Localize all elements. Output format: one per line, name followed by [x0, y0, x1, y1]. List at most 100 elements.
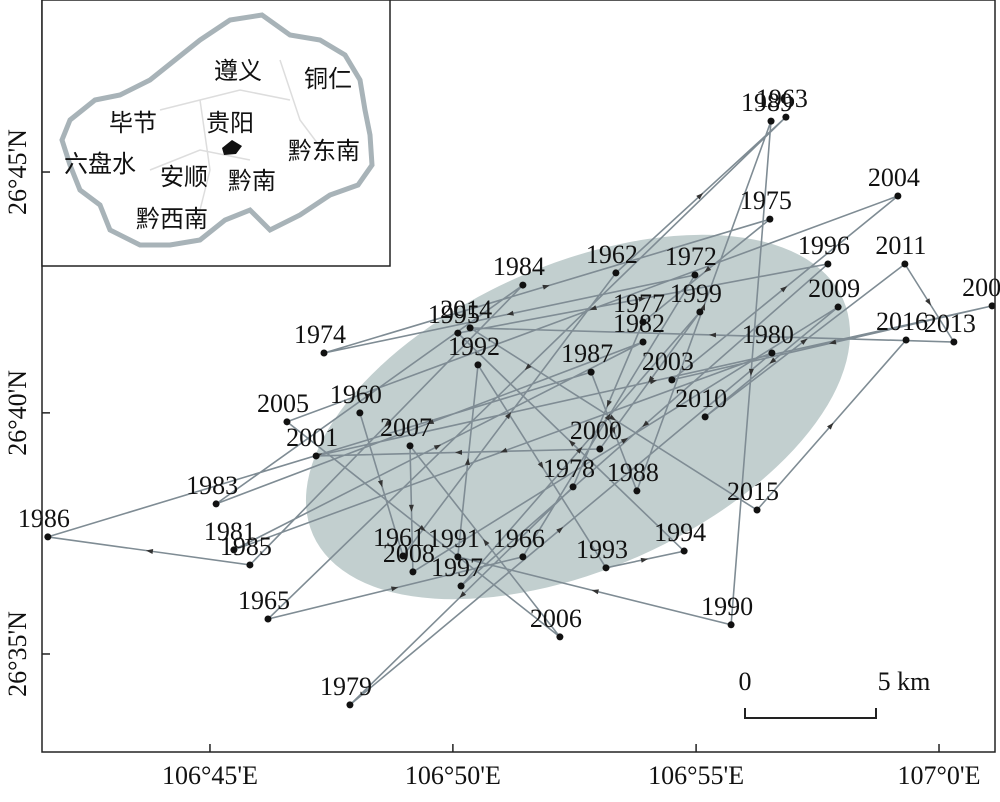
center-point: [519, 553, 527, 561]
year-label: 1978: [543, 454, 595, 483]
year-label: 1999: [670, 279, 722, 308]
inset-label: 毕节: [109, 109, 157, 137]
x-tick-label: 106°50'E: [405, 761, 501, 790]
center-point: [587, 368, 595, 376]
plot: 1960 1961 1962 1963 1965 1966 1972 1974 1975 1977…: [18, 84, 1000, 709]
inset-label: 黔南: [228, 167, 276, 195]
direction-arrow: [696, 192, 704, 200]
direction-arrow: [454, 449, 463, 455]
year-label: 1981: [204, 517, 256, 546]
inset-label: 铜仁: [304, 65, 352, 93]
center-point: [519, 281, 527, 289]
x-tick-label: 106°45'E: [162, 761, 258, 790]
inset-label: 贵阳: [206, 109, 254, 137]
center-point: [727, 621, 735, 629]
direction-arrow: [433, 444, 442, 451]
province-outline: [59, 12, 375, 248]
direction-arrow: [506, 310, 514, 316]
direction-arrow: [459, 591, 467, 598]
year-label: 1963: [756, 84, 808, 113]
deviational-ellipse: [305, 234, 851, 600]
center-point: [834, 303, 842, 311]
direction-arrow: [780, 286, 788, 293]
direction-arrow: [364, 392, 372, 399]
center-point: [782, 113, 790, 121]
inset-map: 遵义 铜仁 毕节 贵阳 黔东南 六盘水 安顺 黔南 黔西南: [41, 0, 391, 267]
center-point: [264, 615, 272, 623]
direction-arrow: [800, 338, 808, 345]
direction-arrow: [708, 332, 717, 338]
year-label: 2013: [924, 309, 976, 338]
center-point: [639, 338, 647, 346]
direction-arrow: [748, 368, 754, 376]
direction-arrow: [377, 479, 383, 488]
center-point: [356, 409, 364, 417]
center-point: [902, 336, 910, 344]
year-label: 2016: [876, 307, 928, 336]
direction-arrow: [483, 539, 490, 547]
direction-arrow: [418, 524, 426, 532]
center-point: [767, 117, 775, 125]
direction-arrow: [704, 266, 712, 273]
center-point: [753, 506, 761, 514]
center-point: [44, 533, 52, 541]
direction-arrow: [827, 422, 834, 430]
inset-label: 遵义: [214, 57, 262, 85]
year-label: 2010: [675, 384, 727, 413]
year-label: 2000: [570, 416, 622, 445]
direction-arrow: [638, 296, 646, 302]
y-tick-label: 26°40'N: [3, 370, 32, 456]
direction-arrow: [620, 437, 629, 444]
center-point: [406, 442, 414, 450]
year-label: 2004: [868, 163, 920, 192]
year-label: 2007: [380, 413, 432, 442]
center-point: [320, 349, 328, 357]
year-label: 1993: [576, 535, 628, 564]
center-point: [639, 318, 647, 326]
direction-arrow: [700, 303, 705, 311]
scale-label: 5 km: [878, 667, 931, 696]
direction-arrow: [408, 504, 414, 512]
year-label: 1960: [330, 380, 382, 409]
direction-arrow: [556, 527, 564, 534]
center-point: [701, 413, 709, 421]
year-label: 1983: [186, 471, 238, 500]
year-label: 1990: [701, 592, 753, 621]
direction-arrow: [524, 363, 532, 371]
center-point: [894, 192, 902, 200]
frame: [41, 0, 996, 753]
direction-arrow: [145, 548, 154, 554]
center-point: [824, 260, 832, 268]
direction-arrow: [640, 557, 648, 563]
direction-arrow: [568, 439, 576, 447]
year-label: 1991: [428, 524, 480, 553]
center-point: [768, 349, 776, 357]
center-point: [283, 418, 291, 426]
center-point: [691, 271, 699, 279]
center-point: [230, 546, 238, 554]
center-point: [950, 338, 958, 346]
year-label: 1974: [294, 320, 346, 349]
direction-arrow: [589, 305, 598, 310]
direction-arrow: [649, 379, 658, 385]
center-point: [680, 547, 688, 555]
center-point: [633, 487, 641, 495]
center-point: [246, 561, 254, 569]
direction-arrow: [384, 420, 391, 428]
center-point: [696, 308, 704, 316]
year-label: 1962: [586, 240, 638, 269]
scale-line: [744, 708, 877, 719]
year-label: 1982: [613, 309, 665, 338]
year-label: 1997: [431, 553, 483, 582]
center-point: [212, 500, 220, 508]
year-label: 2015: [727, 477, 779, 506]
center-point: [454, 329, 462, 337]
scale-bar: 0 5 km: [739, 667, 931, 719]
center-point: [409, 568, 417, 576]
direction-arrow: [591, 589, 599, 595]
year-label: 1975: [740, 186, 792, 215]
center-point: [466, 324, 474, 332]
year-label: 1966: [493, 524, 545, 553]
center-point: [766, 215, 774, 223]
